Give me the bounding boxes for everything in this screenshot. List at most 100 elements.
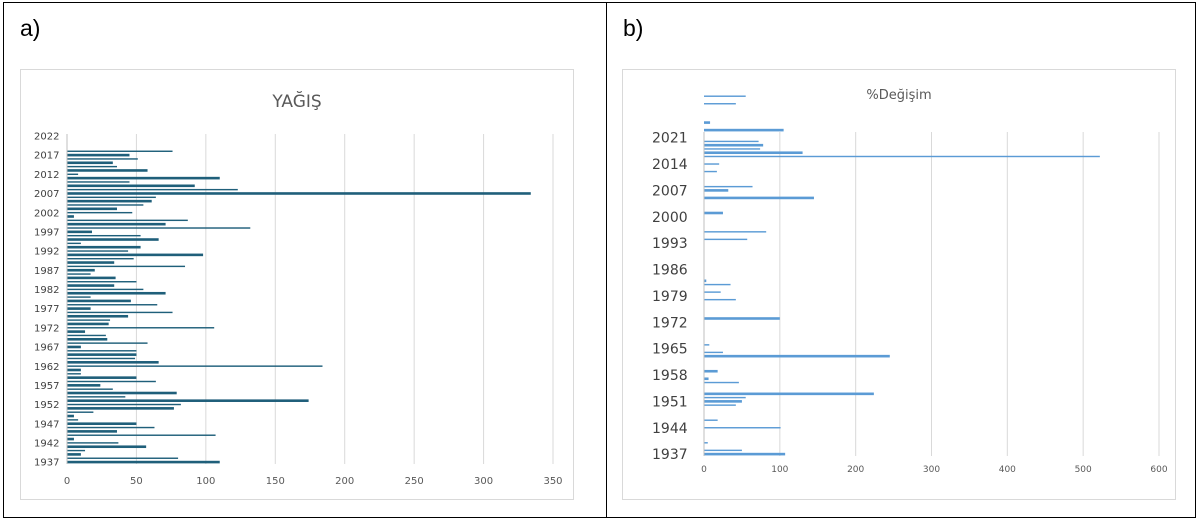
bar xyxy=(67,184,195,188)
bar xyxy=(704,163,720,165)
bar xyxy=(67,457,179,459)
bar xyxy=(67,453,81,456)
bar xyxy=(67,322,109,326)
bar xyxy=(67,176,220,180)
y-tick-label: 1947 xyxy=(34,419,59,430)
y-tick-label: 2022 xyxy=(34,132,59,143)
bar xyxy=(67,342,148,344)
bar xyxy=(67,268,95,272)
bar xyxy=(704,404,736,406)
y-tick-label: 1944 xyxy=(652,421,688,437)
bar xyxy=(704,400,742,403)
bar xyxy=(67,419,79,421)
chart-degisim: %Değişim 0 100 200 300 400 500 600 1937 1944 1951… xyxy=(622,69,1176,500)
chart-title: %Değişim xyxy=(866,88,932,103)
bar xyxy=(67,437,74,441)
bar xyxy=(67,158,138,160)
bar xyxy=(704,128,784,132)
bar xyxy=(67,257,134,260)
bar xyxy=(67,357,136,360)
x-tick-label: 0 xyxy=(701,465,707,475)
bar xyxy=(67,276,116,280)
bar xyxy=(67,391,177,395)
bar xyxy=(67,376,137,379)
y-tick-label: 1982 xyxy=(34,285,59,296)
x-tick-label: 300 xyxy=(923,465,940,475)
bar xyxy=(67,215,74,218)
bar xyxy=(704,279,707,283)
bar xyxy=(704,140,759,143)
bar xyxy=(704,95,746,97)
y-tick-label: 1993 xyxy=(652,236,688,252)
bar xyxy=(704,298,736,301)
x-tick-label: 350 xyxy=(543,476,562,487)
panel-b: b) %Değişim 0 100 200 300 400 500 600 1937 1944 1… xyxy=(606,2,1196,518)
bar xyxy=(67,192,531,195)
bar xyxy=(704,392,874,396)
y-tick-label: 1979 xyxy=(652,289,688,305)
y-tick-label: 2000 xyxy=(652,210,688,226)
bar xyxy=(67,327,215,329)
bar xyxy=(704,283,731,286)
y-tick-label: 2002 xyxy=(34,208,59,219)
x-tick-label: 250 xyxy=(405,476,424,487)
y-tick-label: 2012 xyxy=(34,170,59,181)
y-tick-label: 1957 xyxy=(34,381,59,392)
bar xyxy=(67,442,119,444)
bar xyxy=(67,449,86,452)
bar xyxy=(67,273,91,275)
bar xyxy=(67,150,173,152)
bar xyxy=(67,373,81,375)
bar xyxy=(67,211,133,214)
bar xyxy=(67,334,106,337)
bar xyxy=(704,189,729,192)
bar xyxy=(704,151,803,155)
bar xyxy=(704,148,761,150)
chart-yagis-plot: 0 50 100 150 200 250 300 350 1937 1942 1947 1952 195… xyxy=(34,132,563,487)
bar xyxy=(704,452,786,456)
bar xyxy=(67,230,92,234)
bar xyxy=(704,231,767,233)
x-tick-label: 50 xyxy=(130,476,143,487)
bar xyxy=(67,238,159,241)
bar xyxy=(704,344,710,346)
bar xyxy=(67,284,115,287)
x-tick-label: 600 xyxy=(1150,465,1167,475)
bar xyxy=(704,103,736,105)
bar xyxy=(67,207,117,211)
bar xyxy=(67,311,173,314)
bar xyxy=(67,353,137,356)
bar xyxy=(67,307,91,310)
bar xyxy=(67,445,147,449)
chart-title: YAĞIŞ xyxy=(272,92,322,112)
x-tick-label: 400 xyxy=(999,465,1016,475)
bar xyxy=(67,350,137,352)
bar xyxy=(67,234,141,237)
bar xyxy=(67,204,144,206)
y-tick-label: 2021 xyxy=(652,131,688,147)
bar xyxy=(67,181,130,183)
bar xyxy=(67,399,309,402)
bar xyxy=(704,381,739,384)
bar xyxy=(67,253,204,257)
y-tick-label: 1951 xyxy=(652,394,688,410)
bar xyxy=(67,426,155,429)
bar xyxy=(67,281,137,283)
y-tick-label: 1937 xyxy=(652,447,688,463)
bar xyxy=(704,196,814,200)
y-tick-label: 1965 xyxy=(652,342,688,358)
x-tick-label: 200 xyxy=(335,476,354,487)
bar xyxy=(67,219,188,222)
bar xyxy=(67,314,129,318)
bar xyxy=(67,411,94,413)
bar xyxy=(704,185,753,188)
y-tick-label: 1977 xyxy=(34,304,59,315)
bar xyxy=(704,354,890,358)
y-tick-label: 1958 xyxy=(652,368,688,384)
y-tick-label: 2007 xyxy=(34,189,59,200)
y-tick-label: 1987 xyxy=(34,266,59,277)
x-tick-label: 150 xyxy=(266,476,285,487)
bar xyxy=(67,222,166,226)
panel-label-b: b) xyxy=(623,15,644,41)
bar xyxy=(704,427,781,429)
